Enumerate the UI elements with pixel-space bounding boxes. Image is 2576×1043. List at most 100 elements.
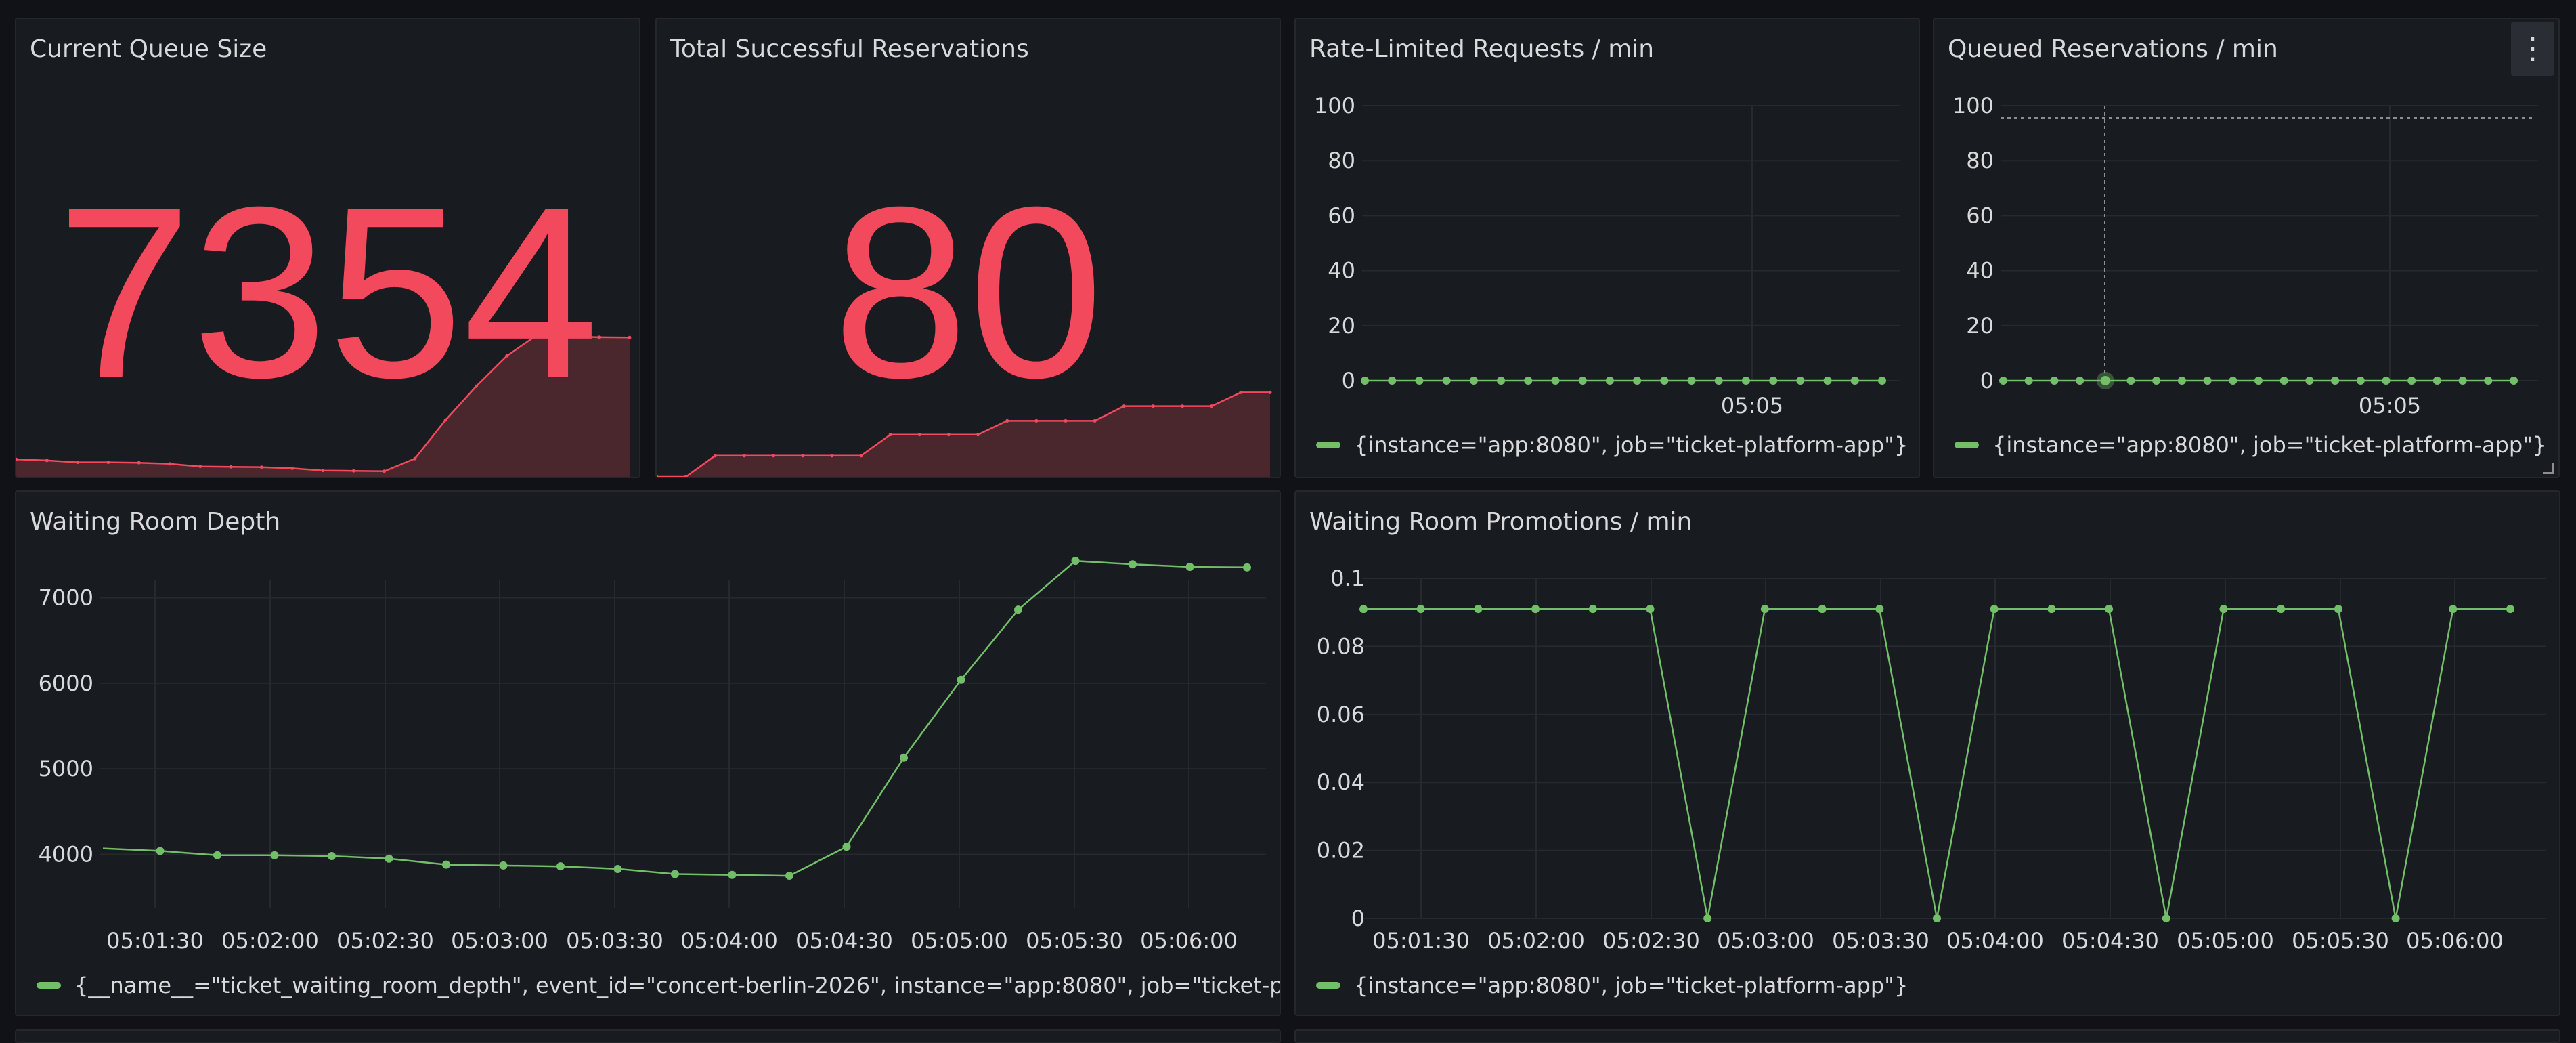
sparkline-point — [1122, 404, 1126, 408]
series-point — [1442, 377, 1451, 385]
x-tick-label: 05:05 — [1721, 393, 1783, 419]
series-point — [2254, 377, 2263, 385]
series-point — [1359, 605, 1368, 614]
series-point — [156, 847, 165, 855]
x-tick-label: 05:01:30 — [106, 928, 204, 954]
series-point — [2126, 377, 2135, 385]
panel-rate-limited-requests[interactable]: Rate-Limited Requests / min 0 20 40 60 80 100… — [1294, 18, 1920, 478]
sparkline-point — [76, 461, 80, 465]
sparkline-point — [1181, 404, 1185, 408]
x-tick-label: 05:04:00 — [1946, 928, 2044, 954]
series-point — [1875, 605, 1884, 614]
panel-current-queue-size[interactable]: 7354 Current Queue Size — [15, 18, 640, 478]
x-tick-label: 05:03:30 — [566, 928, 663, 954]
series-point — [1999, 377, 2007, 385]
queue-size-value: 7354 — [56, 156, 599, 429]
queued-reservations-line-chart[interactable]: 0 20 40 60 80 100 05:05 — [1934, 19, 2560, 478]
x-tick-label: 05:01:30 — [1372, 928, 1470, 954]
y-tick-label: 0.02 — [1317, 838, 1365, 864]
panel-queued-reservations[interactable]: Queued Reservations / min 0 20 40 60 80 100 05… — [1933, 18, 2560, 478]
x-tick-label: 05:04:00 — [680, 928, 778, 954]
kebab-menu-icon[interactable]: ⋮ — [2511, 22, 2554, 76]
series-point — [2506, 605, 2514, 614]
legend-label: {instance="app:8080", job="ticket-platfo… — [1354, 432, 1908, 458]
panel-title: Current Queue Size — [30, 35, 267, 63]
panel-waiting-room-promotions[interactable]: Waiting Room Promotions / min 0 0.02 0.04 0… — [1294, 490, 2560, 1016]
series-point — [1660, 377, 1669, 385]
sparkline-point — [684, 475, 688, 477]
y-tick-label: 7000 — [39, 584, 93, 610]
x-tick-label: 05:02:00 — [1487, 928, 1585, 954]
legend-item[interactable]: {__name__="ticket_waiting_room_depth", e… — [37, 973, 1280, 998]
series-point — [1474, 605, 1483, 614]
series-point — [1850, 377, 1859, 385]
series-point — [2510, 377, 2518, 385]
series-point — [2277, 605, 2286, 614]
resize-handle-icon[interactable] — [2543, 463, 2554, 474]
y-tick-label: 100 — [1314, 93, 1355, 119]
legend-item[interactable]: {instance="app:8080", job="ticket-platfo… — [1316, 432, 1908, 458]
series-point — [1129, 560, 1137, 569]
x-tick-label: 05:04:30 — [795, 928, 893, 954]
series-point — [1714, 377, 1723, 385]
panel-next-row-left — [15, 1029, 1281, 1043]
sparkline-point — [801, 454, 805, 458]
sparkline-point — [536, 333, 540, 337]
series-point — [1687, 377, 1696, 385]
series-point — [2391, 914, 2400, 922]
x-tick-label: 05:02:00 — [221, 928, 319, 954]
series-point — [270, 851, 279, 859]
y-tick-label: 0.04 — [1317, 769, 1365, 795]
series-point — [2305, 377, 2314, 385]
series-point — [1933, 914, 1941, 922]
series-point — [2050, 377, 2059, 385]
series-point — [1878, 377, 1886, 385]
sparkline-line — [657, 391, 1270, 477]
x-tick-label: 05:06:00 — [2406, 928, 2504, 954]
series-point — [2458, 377, 2467, 385]
series-point — [2356, 377, 2365, 385]
y-tick-label: 40 — [1328, 258, 1355, 284]
y-tick-label: 0 — [1342, 368, 1355, 393]
x-tick-label: 05:03:00 — [1717, 928, 1814, 954]
waiting-room-depth-line-chart[interactable]: 4000 5000 6000 7000 05:01:30 05:02:00 05:02:30… — [16, 492, 1281, 1016]
sparkline-point — [1268, 390, 1272, 394]
series-point — [2047, 605, 2056, 614]
rate-limited-line-chart[interactable]: 0 20 40 60 80 100 05:05 — [1296, 19, 1920, 478]
x-tick-label: 05:03:00 — [451, 928, 548, 954]
sparkline-point — [628, 335, 632, 339]
legend-item[interactable]: {instance="app:8080", job="ticket-platfo… — [1955, 432, 2546, 458]
panel-waiting-room-depth[interactable]: Waiting Room Depth 4000 5000 6000 7000 05:01… — [15, 490, 1281, 1016]
panel-total-successful-reservations[interactable]: 80 Total Successful Reservations — [655, 18, 1281, 478]
series-point — [2279, 377, 2288, 385]
legend-swatch — [1316, 982, 1340, 989]
queue-sparkline-chart — [16, 333, 632, 477]
y-tick-label: 6000 — [39, 670, 93, 696]
series-point — [1703, 914, 1712, 922]
series-point — [2449, 605, 2458, 614]
legend-item[interactable]: {instance="app:8080", job="ticket-platfo… — [1316, 973, 1908, 998]
sparkline-point — [106, 461, 110, 465]
x-tick-label: 05:05:00 — [2177, 928, 2274, 954]
series-point — [1524, 377, 1533, 385]
sparkline-point — [229, 465, 233, 469]
waiting-room-promotions-line-chart[interactable]: 0 0.02 0.04 0.06 0.08 0.1 05:01:30 05:02:00 05:0… — [1296, 492, 2560, 1016]
sparkline-point — [45, 459, 49, 463]
series-point — [671, 870, 679, 878]
y-tick-label: 0.1 — [1330, 566, 1365, 591]
y-tick-label: 0.08 — [1317, 633, 1365, 659]
y-tick-label: 100 — [1952, 93, 1994, 119]
sparkline-point — [713, 454, 717, 458]
series-point — [1014, 605, 1022, 614]
sparkline-point — [198, 465, 202, 469]
sparkline-point — [137, 461, 141, 465]
y-tick-label: 20 — [1328, 313, 1355, 339]
series-point — [1760, 605, 1769, 614]
series-point — [1818, 605, 1827, 614]
sparkline-point — [1151, 404, 1155, 408]
series-point — [2076, 377, 2084, 385]
series-point — [328, 851, 336, 860]
series-point — [1243, 563, 1251, 572]
sparkline-point — [321, 469, 325, 473]
y-tick-label: 80 — [1966, 148, 1994, 173]
